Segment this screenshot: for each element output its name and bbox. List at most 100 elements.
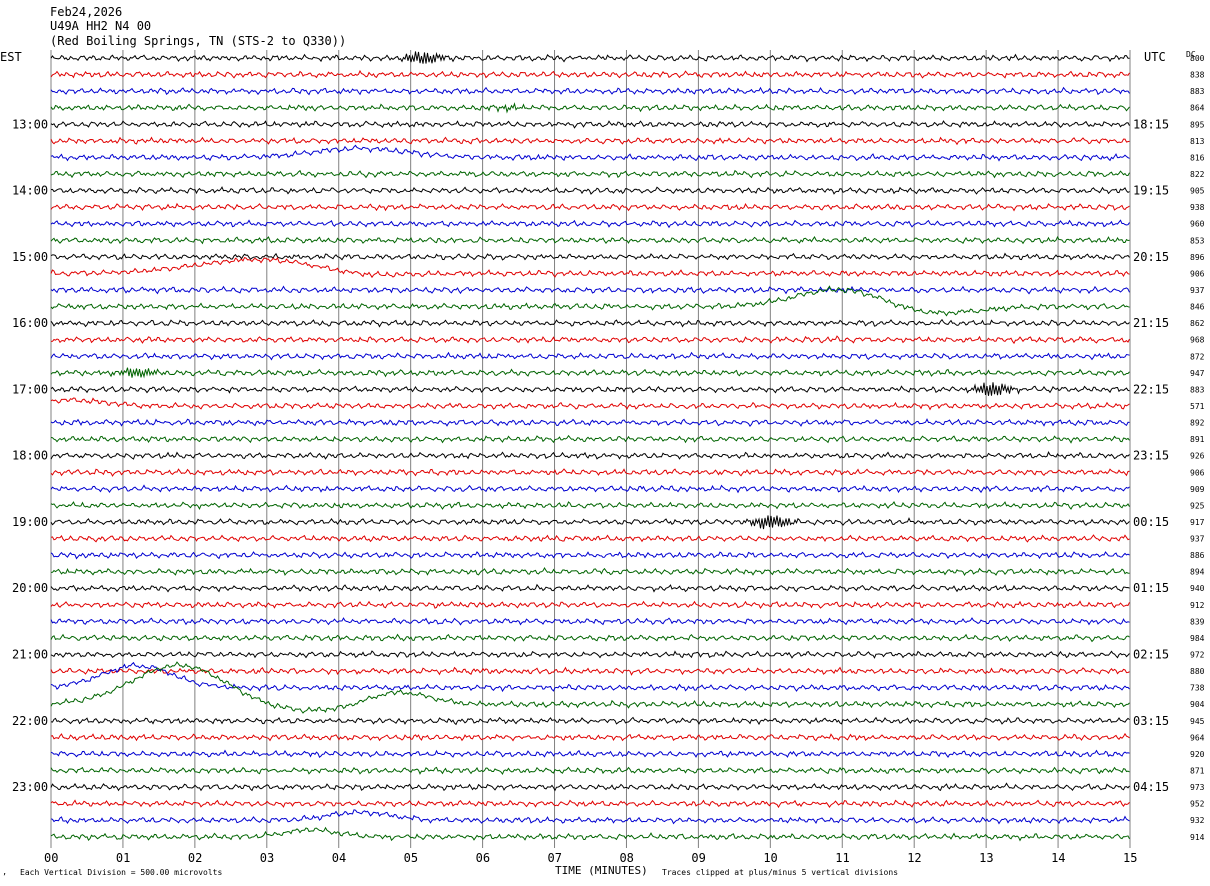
trace-row-45 bbox=[50, 799, 1130, 809]
dc-offset-label: 920 bbox=[1190, 750, 1205, 759]
dc-offset-label: 960 bbox=[1190, 220, 1205, 229]
header-location: (Red Boiling Springs, TN (STS-2 to Q330)… bbox=[50, 34, 346, 48]
utc-hour-label: 18:15 bbox=[1133, 117, 1169, 131]
utc-hour-labels: 18:15 19:15 20:15 21:15 22:15 23:15 00:15 01:15… bbox=[1133, 117, 1169, 794]
dc-offset-label: 862 bbox=[1190, 319, 1205, 328]
utc-hour-label: 01:15 bbox=[1133, 581, 1169, 595]
dc-offset-label: 947 bbox=[1190, 369, 1205, 378]
utc-hour-label: 04:15 bbox=[1133, 780, 1169, 794]
trace-row-23 bbox=[50, 434, 1130, 444]
trace-row-20 bbox=[50, 382, 1130, 396]
time-gridlines bbox=[50, 50, 1131, 848]
trace-row-39 bbox=[50, 661, 1130, 714]
trace-row-16 bbox=[50, 318, 1130, 328]
est-hour-label: 20:00 bbox=[12, 581, 48, 595]
trace-row-1 bbox=[50, 69, 1130, 79]
dc-offset-label: 932 bbox=[1190, 816, 1205, 825]
dc-offset-label: 892 bbox=[1190, 419, 1205, 428]
est-hour-label: 13:00 bbox=[12, 117, 48, 131]
trace-row-9 bbox=[50, 202, 1130, 212]
x-tick-label: 13 bbox=[979, 851, 993, 865]
trace-row-27 bbox=[50, 501, 1130, 511]
trace-row-2 bbox=[50, 86, 1130, 96]
est-hour-label: 14:00 bbox=[12, 184, 48, 198]
trace-rows bbox=[50, 51, 1130, 842]
dc-offset-label: 968 bbox=[1190, 336, 1205, 345]
dc-offset-label: 940 bbox=[1190, 584, 1205, 593]
dc-offset-label: 883 bbox=[1190, 385, 1205, 394]
est-hour-labels: 13:00 14:00 15:00 16:00 17:00 18:00 19:00 20:00… bbox=[12, 117, 48, 794]
dc-offset-label: 839 bbox=[1190, 617, 1205, 626]
dc-offset-label: 964 bbox=[1190, 733, 1205, 742]
dc-offset-label: 914 bbox=[1190, 833, 1205, 842]
dc-offset-label: 800 bbox=[1190, 54, 1205, 63]
trace-row-25 bbox=[50, 468, 1130, 477]
dc-offset-label: 864 bbox=[1190, 104, 1205, 113]
x-tick-label: 04 bbox=[332, 851, 346, 865]
trace-row-12 bbox=[50, 252, 1130, 261]
dc-offset-label: 925 bbox=[1190, 501, 1205, 510]
dc-offset-label: 984 bbox=[1190, 634, 1205, 643]
x-tick-label: 02 bbox=[188, 851, 202, 865]
trace-row-5 bbox=[50, 136, 1130, 146]
dc-offset-label: 937 bbox=[1190, 535, 1205, 544]
x-tick-labels: 00 01 02 03 04 05 06 07 08 09 10 11 12 13 14 15 bbox=[44, 851, 1137, 865]
est-hour-label: 15:00 bbox=[12, 250, 48, 264]
trace-row-6 bbox=[50, 144, 1130, 162]
trace-row-18 bbox=[50, 351, 1130, 361]
dc-offset-label: 945 bbox=[1190, 717, 1205, 726]
trace-row-24 bbox=[50, 451, 1130, 460]
x-axis-title: TIME (MINUTES) bbox=[555, 864, 648, 877]
dc-offset-label: 906 bbox=[1190, 269, 1205, 278]
trace-row-35 bbox=[50, 633, 1130, 643]
dc-offset-label: 895 bbox=[1190, 120, 1205, 129]
est-hour-label: 19:00 bbox=[12, 515, 48, 529]
trace-row-43 bbox=[50, 766, 1130, 775]
trace-row-17 bbox=[50, 335, 1130, 345]
dc-offset-label: 886 bbox=[1190, 551, 1205, 560]
x-tick-label: 15 bbox=[1123, 851, 1137, 865]
dc-offset-label: 937 bbox=[1190, 286, 1205, 295]
x-tick-label: 12 bbox=[907, 851, 921, 865]
dc-offset-label: 813 bbox=[1190, 137, 1205, 146]
dc-offset-label: 938 bbox=[1190, 203, 1205, 212]
trace-row-31 bbox=[50, 566, 1130, 577]
dc-offset-label: 571 bbox=[1190, 402, 1205, 411]
utc-hour-label: 19:15 bbox=[1133, 184, 1169, 198]
dc-offset-label: 904 bbox=[1190, 700, 1205, 709]
dc-offset-label: 872 bbox=[1190, 352, 1205, 361]
trace-row-10 bbox=[50, 219, 1130, 229]
x-tick-label: 06 bbox=[476, 851, 490, 865]
est-hour-label: 18:00 bbox=[12, 449, 48, 463]
trace-row-7 bbox=[50, 169, 1130, 179]
dc-offset-label: 917 bbox=[1190, 518, 1205, 527]
trace-row-15 bbox=[50, 285, 1130, 317]
x-tick-label: 10 bbox=[763, 851, 777, 865]
x-tick-label: 08 bbox=[619, 851, 633, 865]
utc-hour-label: 20:15 bbox=[1133, 250, 1169, 264]
trace-row-19 bbox=[50, 367, 1130, 379]
dc-offset-label: 896 bbox=[1190, 253, 1205, 262]
scale-note: Each Vertical Division = 500.00 microvol… bbox=[20, 868, 222, 877]
trace-row-46 bbox=[50, 809, 1130, 825]
dc-offset-label: 816 bbox=[1190, 153, 1205, 162]
x-tick-label: 14 bbox=[1051, 851, 1065, 865]
trace-row-33 bbox=[50, 600, 1130, 609]
header-station: U49A HH2 N4 00 bbox=[50, 19, 151, 33]
trace-row-28 bbox=[50, 515, 1130, 530]
utc-hour-label: 21:15 bbox=[1133, 316, 1169, 330]
dc-offset-label: 952 bbox=[1190, 800, 1205, 809]
trace-row-13 bbox=[50, 256, 1130, 279]
trace-row-11 bbox=[50, 235, 1130, 245]
trace-row-4 bbox=[50, 120, 1130, 129]
x-tick-label: 00 bbox=[44, 851, 58, 865]
left-axis-label: EST bbox=[0, 50, 22, 64]
trace-row-0 bbox=[50, 51, 1130, 64]
trace-row-41 bbox=[50, 732, 1130, 742]
x-tick-label: 01 bbox=[116, 851, 130, 865]
trace-row-21 bbox=[50, 397, 1130, 411]
trace-row-30 bbox=[50, 551, 1130, 560]
dc-offset-label: 912 bbox=[1190, 601, 1205, 610]
x-tick-label: 11 bbox=[835, 851, 849, 865]
